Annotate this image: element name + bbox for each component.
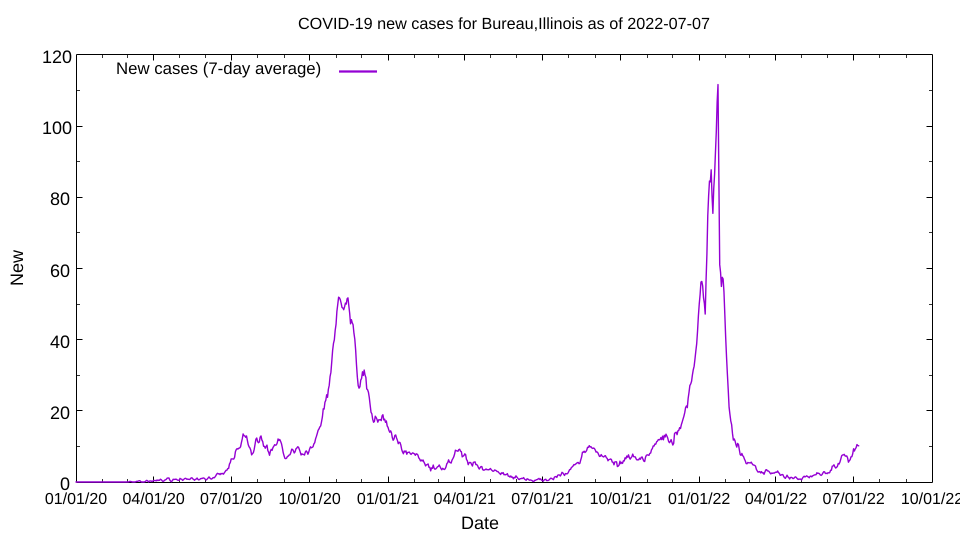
svg-text:New: New xyxy=(7,249,27,286)
